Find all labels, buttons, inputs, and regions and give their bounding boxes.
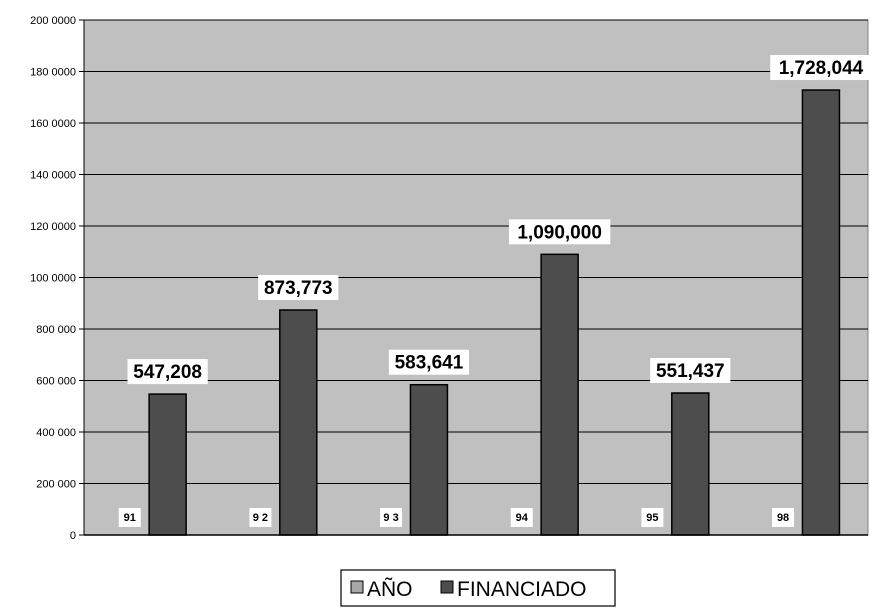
- data-label: 1,090,000: [517, 222, 602, 243]
- bar-financiado: [671, 392, 710, 536]
- y-tick-label: 120 0000: [30, 221, 76, 233]
- bar-financiado: [279, 309, 318, 536]
- legend-box: [340, 569, 616, 607]
- data-label: 551,437: [656, 361, 725, 382]
- y-tick-label: 180 0000: [30, 67, 76, 79]
- legend-label-financiado: FINANCIADO: [457, 578, 587, 601]
- category-label: 9 3: [383, 512, 398, 524]
- category-label-box: [641, 507, 664, 527]
- data-label-box: [258, 275, 339, 301]
- bar-financiado: [409, 383, 449, 536]
- bar-financiado: [540, 253, 579, 536]
- bar-financiado: [801, 89, 841, 536]
- category-label-box: [380, 507, 403, 527]
- y-tick-label: 800 000: [36, 324, 76, 336]
- data-label: 547,208: [133, 362, 202, 383]
- y-tick-label: 200 0000: [30, 15, 76, 27]
- category-label: 94: [516, 512, 529, 524]
- y-tick-label: 100 0000: [30, 273, 76, 285]
- category-label-box: [772, 507, 795, 527]
- y-tick-label: 140 0000: [30, 170, 76, 182]
- data-label: 873,773: [264, 278, 333, 299]
- data-label: 583,641: [395, 353, 464, 374]
- category-label: 91: [124, 512, 136, 524]
- legend-swatch-ano: [350, 580, 364, 594]
- category-label-box: [510, 507, 533, 527]
- category-label: 98: [777, 512, 789, 524]
- data-label-box: [508, 219, 611, 245]
- category-label: 95: [646, 512, 658, 524]
- y-tick-label: 0: [70, 530, 76, 542]
- data-label-box: [388, 349, 470, 375]
- y-tick-label: 600 000: [36, 376, 76, 388]
- data-label: 1,728,044: [779, 58, 864, 79]
- y-tick-label: 200 000: [36, 479, 76, 491]
- legend-label-ano: AÑO: [367, 577, 413, 601]
- data-label-box: [770, 55, 872, 81]
- bar-financiado: [148, 393, 187, 536]
- data-label-box: [127, 359, 208, 385]
- data-label-box: [650, 358, 731, 384]
- category-label-box: [118, 507, 141, 527]
- category-label: 9 2: [253, 512, 268, 524]
- y-tick-label: 160 0000: [30, 118, 76, 130]
- category-label-box: [249, 507, 272, 527]
- legend-swatch-financiado: [440, 580, 454, 594]
- y-tick-label: 400 000: [36, 427, 76, 439]
